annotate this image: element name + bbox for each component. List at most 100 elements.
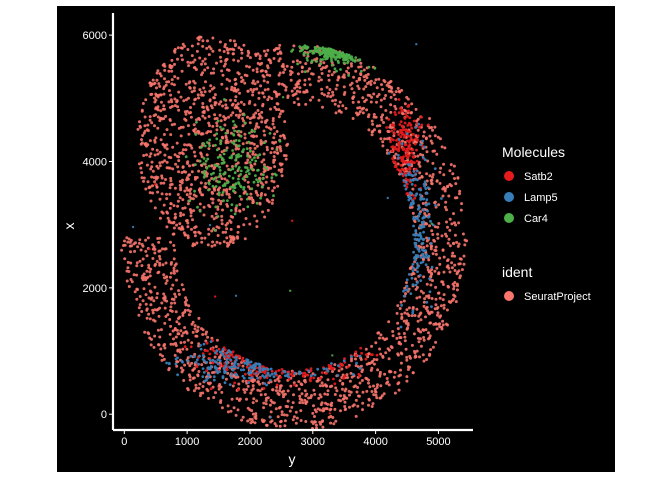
cell-point	[266, 64, 269, 68]
cell-point	[225, 164, 229, 168]
cell-point	[428, 312, 431, 316]
cell-point	[164, 261, 168, 265]
cell-point	[448, 183, 452, 186]
cell-point	[251, 412, 255, 416]
molecule-point-car4	[239, 154, 243, 158]
molecule-point-car4	[222, 172, 226, 176]
cell-point	[368, 385, 372, 389]
cell-point	[290, 65, 294, 69]
cell-point	[266, 208, 270, 212]
cell-point	[141, 102, 145, 105]
cell-point	[211, 36, 215, 40]
cell-point	[173, 264, 177, 267]
cell-point	[318, 408, 322, 412]
cell-point	[277, 108, 281, 112]
cell-point	[263, 215, 267, 219]
cell-point	[445, 208, 448, 212]
cell-point	[234, 95, 238, 99]
cell-point	[275, 102, 279, 106]
cell-point	[324, 401, 327, 405]
cell-point	[227, 193, 231, 196]
cell-point	[314, 423, 318, 427]
cell-point	[140, 161, 144, 165]
molecule-point-lamp5	[419, 256, 423, 259]
molecule-point-car4	[239, 169, 243, 173]
molecule-point-car4	[224, 131, 228, 135]
cell-point	[303, 398, 307, 402]
cell-point	[243, 390, 247, 394]
cell-point	[138, 295, 142, 298]
molecule-point-satb2	[411, 148, 414, 152]
cell-point	[307, 396, 311, 400]
cell-point	[163, 346, 167, 350]
cell-point	[192, 193, 196, 197]
cell-point	[149, 152, 153, 156]
cell-point	[442, 255, 446, 259]
molecule-point-satb2	[412, 132, 415, 136]
cell-point	[211, 385, 215, 389]
cell-point	[456, 271, 459, 274]
cell-point	[426, 265, 430, 269]
molecule-point-car4	[304, 46, 307, 50]
cell-point	[425, 282, 429, 286]
cell-point	[279, 149, 283, 153]
cell-point	[448, 270, 452, 274]
cell-point	[262, 95, 266, 99]
legend-key-satb2	[504, 171, 514, 181]
cell-point	[193, 352, 197, 356]
cell-point	[415, 349, 419, 353]
cell-point	[320, 420, 324, 424]
cell-point	[264, 180, 268, 184]
cell-point	[418, 171, 422, 175]
molecule-point-lamp5	[230, 373, 234, 376]
molecule-point-car4	[218, 172, 222, 176]
cell-point	[405, 319, 409, 323]
cell-point	[216, 234, 220, 237]
molecule-point-satb2	[402, 168, 406, 172]
cell-point	[173, 301, 177, 305]
cell-point	[147, 296, 151, 300]
cell-point	[234, 82, 237, 86]
cell-point	[377, 77, 381, 81]
molecule-point-satb2	[408, 165, 412, 169]
molecule-point-lamp5	[229, 358, 233, 362]
molecule-point-lamp5	[416, 270, 419, 273]
molecule-point-lamp5	[404, 187, 408, 191]
cell-point	[317, 98, 321, 102]
cell-point	[435, 327, 439, 331]
cell-point	[220, 214, 224, 218]
cell-point	[181, 314, 185, 317]
molecule-point-satb2	[262, 387, 266, 390]
cell-point	[159, 181, 163, 185]
molecule-point-car4	[324, 51, 327, 55]
cell-point	[355, 79, 359, 83]
cell-point	[218, 241, 222, 245]
cell-point	[185, 109, 189, 113]
molecule-point-lamp5	[212, 375, 216, 379]
cell-point	[378, 130, 382, 134]
cell-point	[329, 95, 333, 99]
cell-point	[324, 407, 328, 411]
cell-point	[164, 281, 168, 285]
cell-point	[399, 336, 403, 340]
molecule-point-car4	[233, 171, 237, 175]
cell-point	[153, 96, 156, 100]
cell-point	[269, 107, 272, 111]
molecule-point-car4	[291, 48, 295, 52]
molecule-point-car4	[215, 132, 219, 136]
cell-point	[441, 298, 445, 302]
molecule-point-lamp5	[247, 361, 251, 364]
cell-point	[248, 146, 252, 150]
cell-point	[392, 134, 396, 138]
cell-point	[120, 248, 124, 252]
cell-point	[200, 164, 204, 167]
molecule-point-car4	[221, 191, 225, 194]
cell-point	[158, 164, 162, 168]
molecule-point-car4	[245, 147, 249, 151]
cell-point	[275, 130, 279, 133]
cell-point	[164, 114, 168, 118]
cell-point	[222, 64, 226, 68]
cell-point	[245, 388, 248, 391]
cell-point	[148, 270, 152, 274]
cell-point	[145, 153, 148, 157]
